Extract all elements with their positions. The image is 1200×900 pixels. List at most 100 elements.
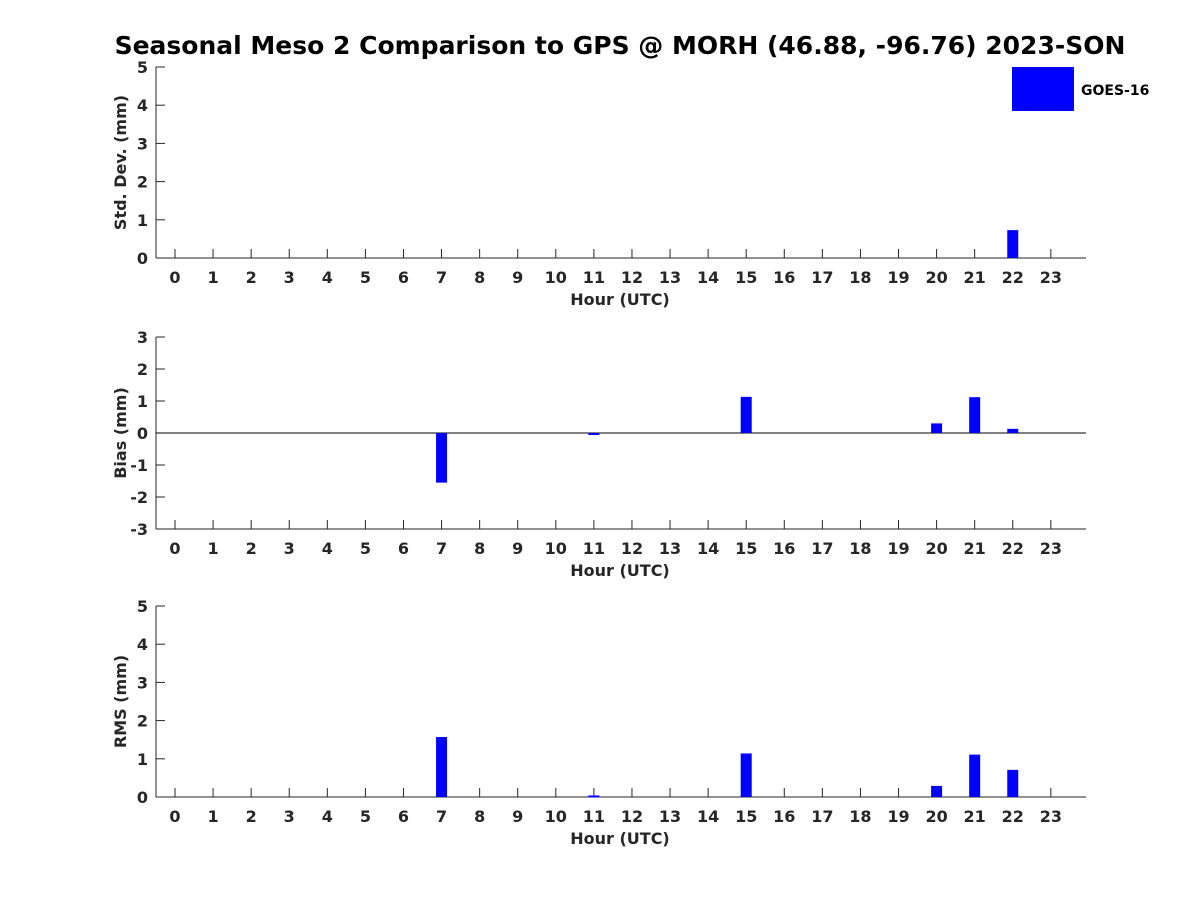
x-tick-label: 7 xyxy=(436,539,447,558)
y-tick-label: 2 xyxy=(137,173,148,192)
x-tick-label: 21 xyxy=(964,539,986,558)
x-axis-label: Hour (UTC) xyxy=(570,829,670,848)
x-tick-label: 16 xyxy=(773,807,795,826)
y-tick-label: 0 xyxy=(137,249,148,268)
x-tick-label: 17 xyxy=(811,807,833,826)
x-tick-label: 15 xyxy=(735,807,757,826)
bar-hour-22 xyxy=(1007,428,1019,433)
x-axis-label: Hour (UTC) xyxy=(570,290,670,309)
x-tick-label: 4 xyxy=(322,268,333,287)
bar-hour-21 xyxy=(969,397,981,433)
bar-hour-11 xyxy=(588,433,600,435)
x-tick-label: 3 xyxy=(284,539,295,558)
x-tick-label: 1 xyxy=(208,539,219,558)
x-tick-label: 20 xyxy=(925,539,947,558)
x-tick-label: 12 xyxy=(621,268,643,287)
x-tick-label: 14 xyxy=(697,807,719,826)
y-tick-label: 3 xyxy=(137,328,148,347)
x-tick-label: 10 xyxy=(545,539,567,558)
x-tick-label: 5 xyxy=(360,807,371,826)
x-tick-label: 19 xyxy=(887,268,909,287)
x-tick-label: 11 xyxy=(583,539,605,558)
y-tick-label: -3 xyxy=(130,520,148,539)
x-tick-label: 16 xyxy=(773,539,795,558)
x-tick-label: 10 xyxy=(545,807,567,826)
bar-hour-22 xyxy=(1007,230,1019,258)
x-tick-label: 5 xyxy=(360,539,371,558)
y-axis-label: RMS (mm) xyxy=(111,655,130,748)
x-tick-label: 17 xyxy=(811,539,833,558)
x-tick-label: 20 xyxy=(925,268,947,287)
x-tick-label: 18 xyxy=(849,268,871,287)
x-tick-label: 18 xyxy=(849,539,871,558)
x-tick-label: 8 xyxy=(474,539,485,558)
x-tick-label: 14 xyxy=(697,539,719,558)
x-axis-label: Hour (UTC) xyxy=(570,561,670,580)
x-tick-label: 18 xyxy=(849,807,871,826)
x-tick-label: 7 xyxy=(436,268,447,287)
bar-hour-11 xyxy=(588,795,600,798)
x-tick-label: 19 xyxy=(887,807,909,826)
y-tick-label: 0 xyxy=(137,424,148,443)
x-tick-label: 11 xyxy=(583,268,605,287)
x-tick-label: 9 xyxy=(512,807,523,826)
y-tick-label: 2 xyxy=(137,360,148,379)
x-tick-label: 13 xyxy=(659,539,681,558)
x-tick-label: 0 xyxy=(169,268,180,287)
y-tick-label: 3 xyxy=(137,134,148,153)
bar-hour-20 xyxy=(931,423,943,433)
y-tick-label: 5 xyxy=(137,597,148,616)
y-tick-label: 4 xyxy=(137,96,148,115)
x-tick-label: 13 xyxy=(659,807,681,826)
x-tick-label: 15 xyxy=(735,268,757,287)
x-tick-label: 12 xyxy=(621,807,643,826)
x-tick-label: 23 xyxy=(1040,539,1062,558)
x-tick-label: 7 xyxy=(436,807,447,826)
y-tick-label: -1 xyxy=(130,456,148,475)
x-tick-label: 2 xyxy=(246,539,257,558)
x-tick-label: 19 xyxy=(887,539,909,558)
y-tick-label: 3 xyxy=(137,673,148,692)
x-tick-label: 13 xyxy=(659,268,681,287)
x-tick-label: 23 xyxy=(1040,807,1062,826)
y-tick-label: 1 xyxy=(137,750,148,769)
x-tick-label: 8 xyxy=(474,268,485,287)
x-tick-label: 8 xyxy=(474,807,485,826)
y-axis-label: Bias (mm) xyxy=(111,387,130,479)
x-tick-label: 2 xyxy=(246,268,257,287)
x-tick-label: 17 xyxy=(811,268,833,287)
x-tick-label: 5 xyxy=(360,268,371,287)
y-tick-label: 4 xyxy=(137,635,148,654)
bar-hour-15 xyxy=(740,396,752,433)
x-tick-label: 6 xyxy=(398,268,409,287)
x-tick-label: 1 xyxy=(208,807,219,826)
x-tick-label: 11 xyxy=(583,807,605,826)
y-tick-label: 1 xyxy=(137,392,148,411)
x-tick-label: 16 xyxy=(773,268,795,287)
y-axis-label: Std. Dev. (mm) xyxy=(111,95,130,230)
legend: GOES-16 xyxy=(1012,67,1149,111)
x-tick-label: 21 xyxy=(964,807,986,826)
x-tick-label: 22 xyxy=(1002,807,1024,826)
y-tick-label: 5 xyxy=(137,58,148,77)
x-tick-label: 0 xyxy=(169,807,180,826)
bar-hour-15 xyxy=(740,753,752,797)
x-tick-label: 9 xyxy=(512,539,523,558)
x-tick-label: 21 xyxy=(964,268,986,287)
x-tick-label: 6 xyxy=(398,807,409,826)
x-tick-label: 20 xyxy=(925,807,947,826)
x-tick-label: 4 xyxy=(322,539,333,558)
bar-hour-7 xyxy=(436,433,448,483)
x-tick-label: 23 xyxy=(1040,268,1062,287)
legend-label: GOES-16 xyxy=(1081,83,1149,99)
y-tick-label: 2 xyxy=(137,712,148,731)
x-tick-label: 6 xyxy=(398,539,409,558)
bar-hour-7 xyxy=(436,737,448,797)
x-tick-label: 10 xyxy=(545,268,567,287)
x-tick-label: 14 xyxy=(697,268,719,287)
x-tick-label: 1 xyxy=(208,268,219,287)
x-tick-label: 3 xyxy=(284,807,295,826)
